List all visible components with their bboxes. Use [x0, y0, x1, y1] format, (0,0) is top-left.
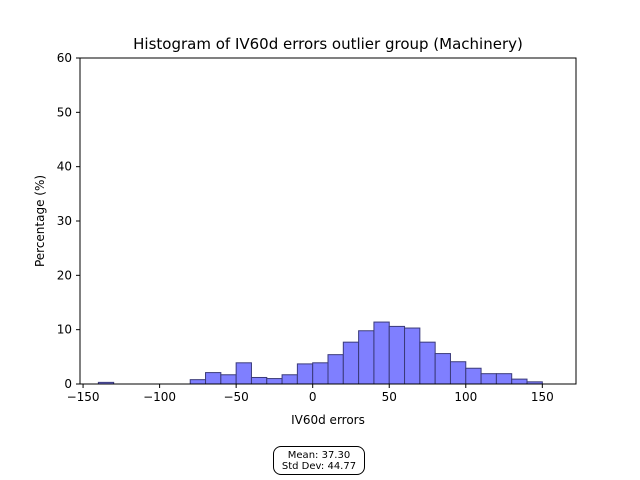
y-tick-label: 50 — [57, 105, 72, 119]
y-axis-ticks: 0 10 20 30 40 50 60 — [57, 51, 80, 391]
chart-title: Histogram of IV60d errors outlier group … — [133, 35, 523, 53]
y-tick-label: 40 — [57, 160, 72, 174]
histogram-bar — [404, 327, 421, 385]
histogram-bar — [220, 374, 237, 385]
y-tick-label: 20 — [57, 268, 72, 282]
histogram-bar — [312, 362, 329, 385]
histogram-bar — [296, 363, 314, 385]
histogram-bar — [189, 379, 207, 385]
histogram-bar — [342, 341, 360, 385]
mean-text: Mean: 37.30 — [287, 450, 351, 461]
histogram-bar — [388, 325, 406, 385]
plot-frame — [79, 57, 577, 385]
y-tick-label: 0 — [64, 377, 72, 391]
stats-box: Mean: 37.30 Std Dev: 44.77 — [273, 446, 365, 475]
x-tick-label: −100 — [143, 390, 176, 404]
x-tick-label: −150 — [67, 390, 100, 404]
y-tick-label: 60 — [57, 51, 72, 65]
histogram-bar — [250, 376, 268, 385]
histogram-bar — [449, 361, 467, 385]
histogram-bar — [419, 341, 436, 385]
x-tick-label: 150 — [531, 390, 554, 404]
histogram-bar — [235, 362, 252, 385]
x-tick-label: −50 — [223, 390, 248, 404]
histogram-bar — [511, 378, 528, 385]
histogram-bar — [205, 372, 222, 385]
histogram-bar — [480, 373, 497, 385]
histogram-bar — [434, 353, 451, 385]
y-tick-label: 30 — [57, 214, 72, 228]
std-dev-text: Std Dev: 44.77 — [281, 461, 357, 472]
histogram-bar — [281, 374, 298, 385]
histogram-bar — [465, 367, 482, 385]
bars-group — [97, 321, 543, 385]
histogram-bar — [495, 373, 513, 385]
y-tick-label: 10 — [57, 323, 72, 337]
histogram-bar — [358, 330, 375, 385]
x-tick-label: 100 — [454, 390, 477, 404]
x-axis-label: IV60d errors — [291, 413, 365, 427]
histogram-bar — [327, 354, 344, 385]
x-tick-label: 50 — [382, 390, 397, 404]
histogram-bar — [373, 321, 390, 385]
histogram-bar — [266, 378, 283, 385]
y-axis-label: Percentage (%) — [33, 175, 47, 267]
x-tick-label: 0 — [309, 390, 317, 404]
x-axis-ticks: −150 −100 −50 0 50 100 150 — [67, 384, 554, 404]
